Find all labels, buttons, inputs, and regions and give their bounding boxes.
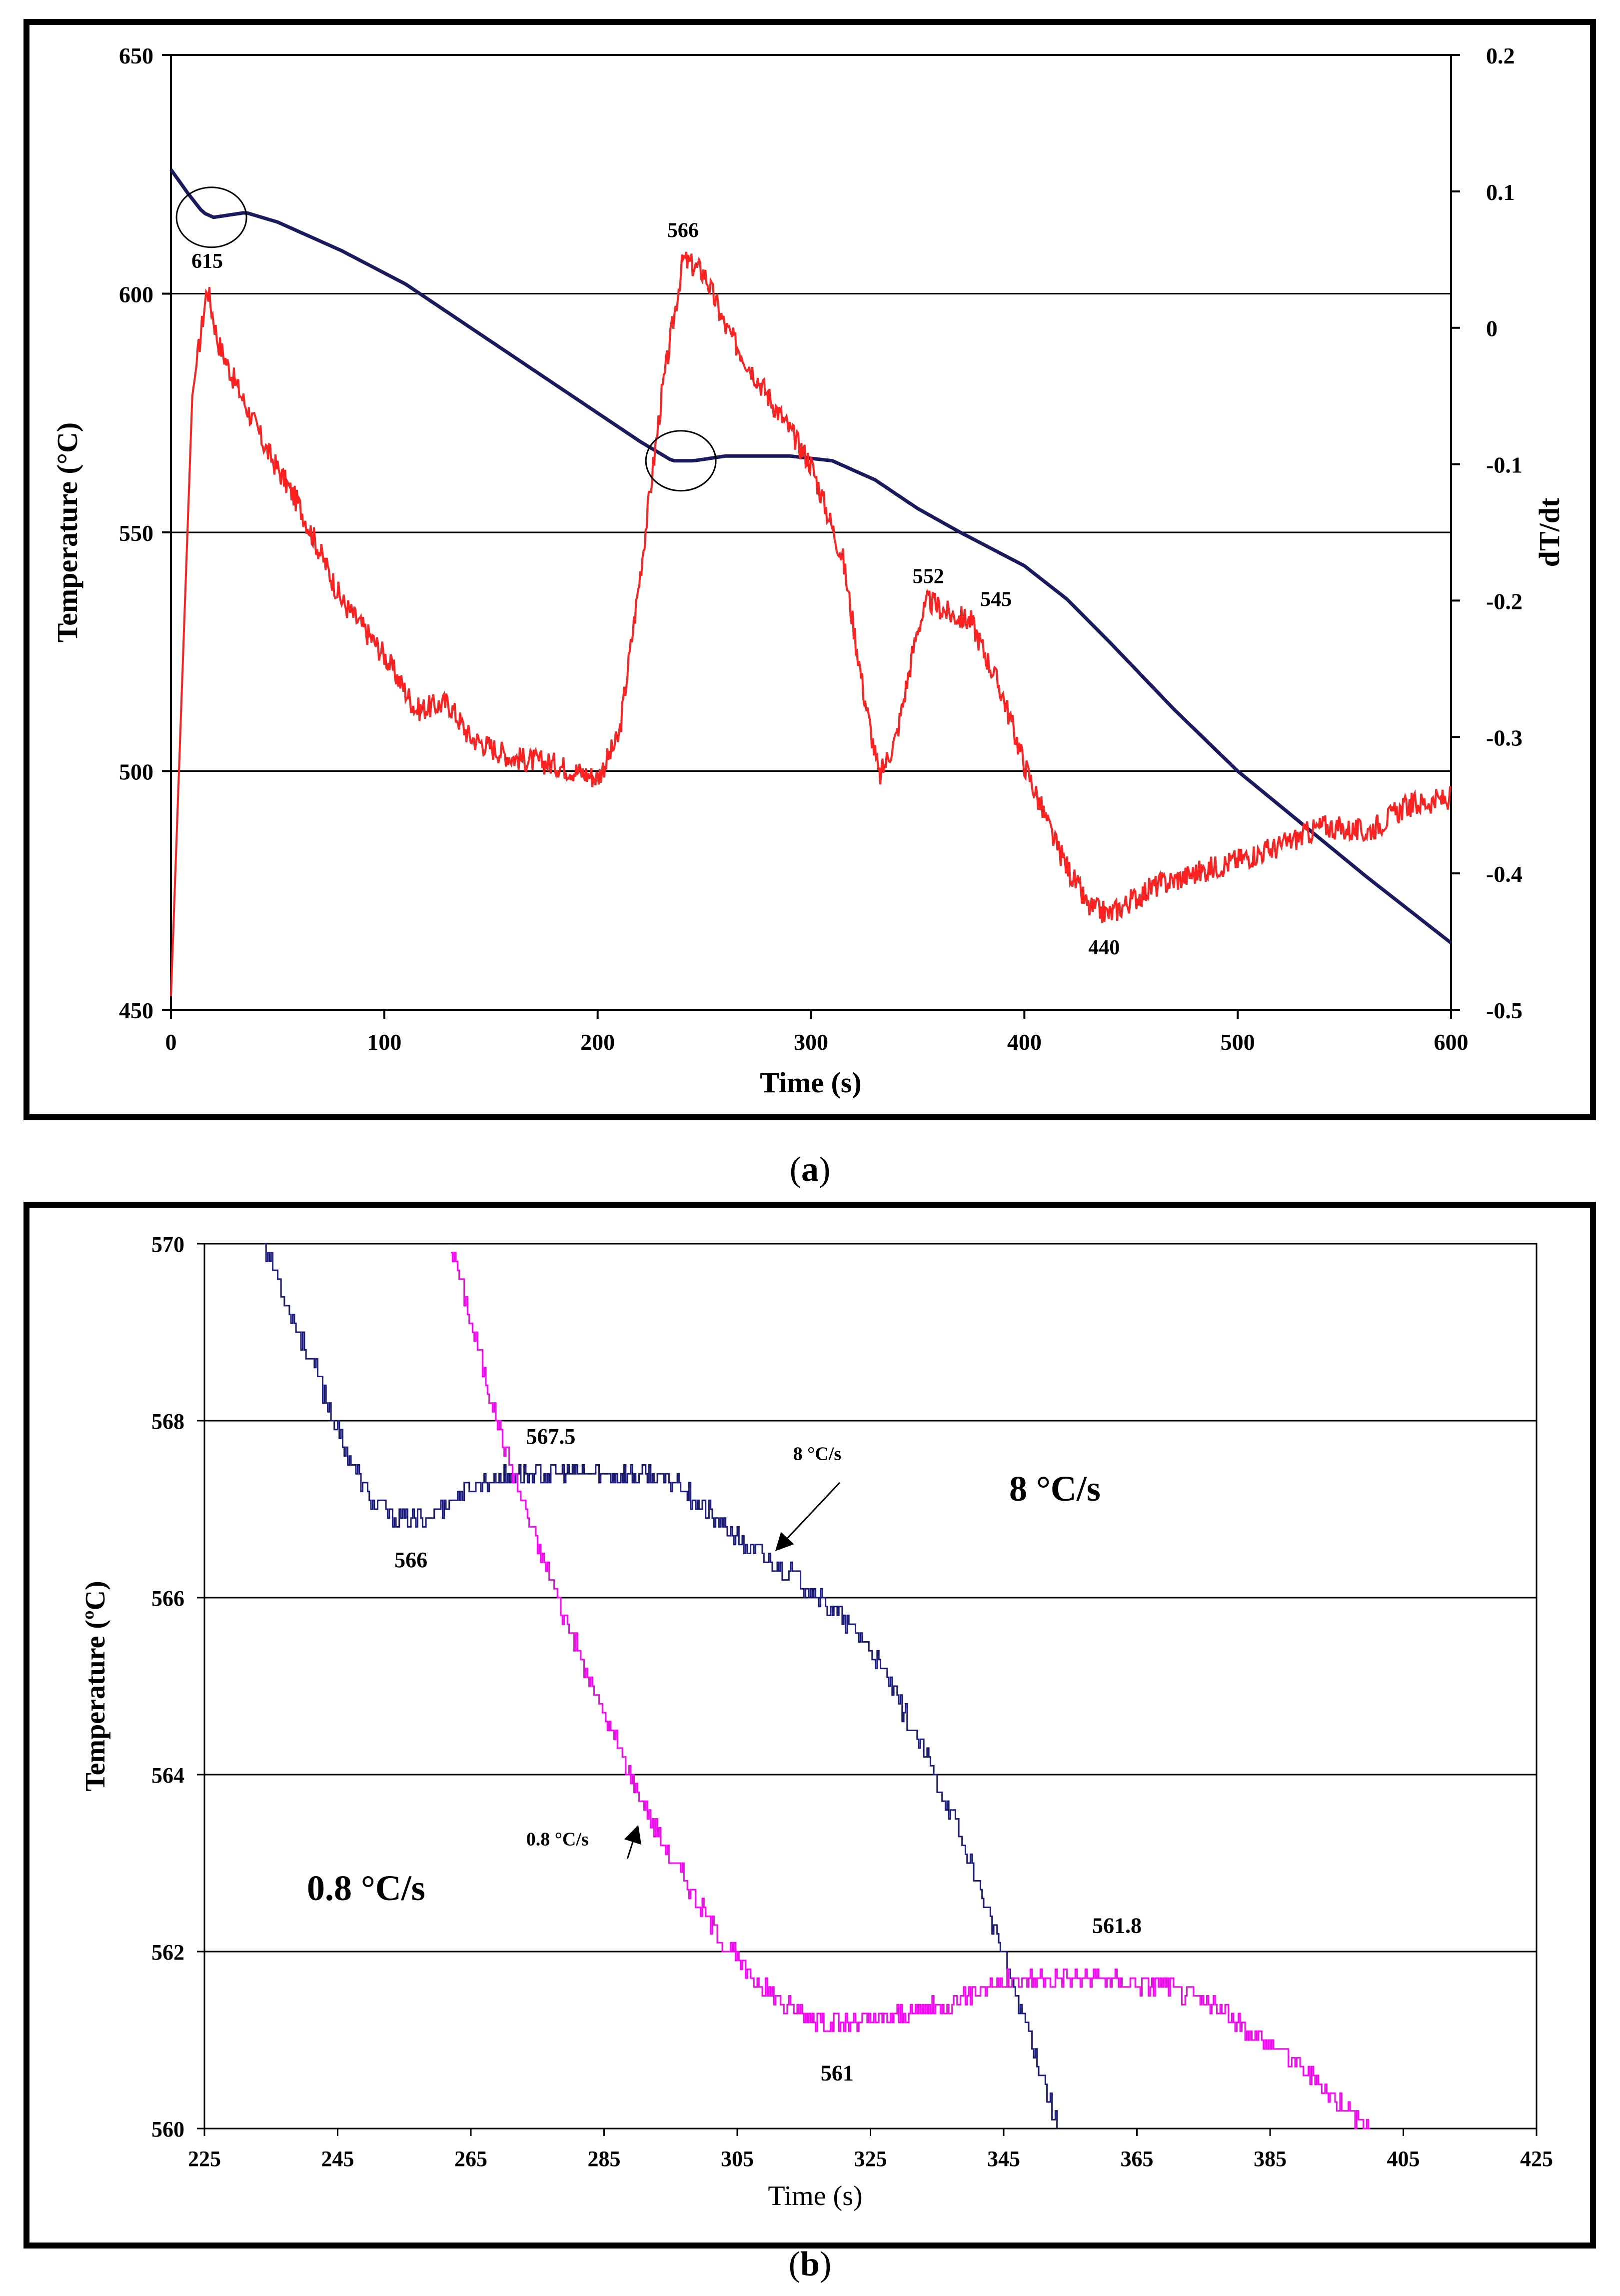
chart-b-annotation: 8 °C/s	[793, 1444, 841, 1465]
chart-b-y-tick-label: 566	[151, 1586, 184, 1611]
caption-a-letter: a	[801, 1150, 819, 1189]
chart-a-annotation: 552	[913, 565, 944, 588]
chart-a-annotation: 545	[980, 588, 1012, 611]
chart-a-y2-tick-label: 0	[1486, 316, 1498, 341]
chart-b-series-0-8-cs	[451, 1252, 1370, 2130]
chart-a-y-tick-label: 500	[119, 759, 153, 785]
caption-b-letter: b	[800, 2245, 820, 2284]
chart-b-annotation: 0.8 °C/s	[526, 1829, 589, 1850]
chart-a-y2-tick-label: 0.2	[1486, 43, 1515, 68]
chart-b-x-tick-label: 265	[454, 2147, 487, 2171]
chart-b-x-axis-label: Time (s)	[768, 2181, 862, 2212]
chart-b-big-label-0-8: 0.8 °C/s	[307, 1868, 425, 1908]
chart-b-y-tick-label: 564	[151, 1763, 184, 1788]
chart-a-annotation: 615	[191, 250, 223, 273]
chart-b-arrow-0-8-cs	[624, 1825, 642, 1859]
chart-a-x-tick-label: 200	[580, 1029, 615, 1055]
chart-a-highlight-circle	[175, 186, 247, 248]
chart-a-svg: 450 500 550 600 650 -0.5 -0.4 -0.3 -0.2 -0.1 0 0.1…	[51, 43, 1566, 1099]
chart-b-x-tick-label: 305	[721, 2147, 754, 2171]
chart-a-y-tick-label: 450	[119, 998, 153, 1023]
chart-a-annotation: 440	[1088, 936, 1120, 959]
chart-b-x-tick-label: 325	[854, 2147, 887, 2171]
chart-a-y2-tick-label: -0.2	[1486, 588, 1523, 614]
chart-b-series-8-cs	[264, 1243, 1058, 2129]
chart-a-y-tick-label: 650	[119, 43, 153, 68]
chart-a-x-tick-label: 300	[794, 1029, 828, 1055]
chart-b-x-tick-label: 365	[1121, 2147, 1154, 2171]
chart-a-y2-tick-label: -0.1	[1486, 452, 1523, 478]
chart-a-series-dTdt	[170, 251, 1452, 996]
chart-a-y-tick-label: 550	[119, 520, 153, 546]
chart-b-y-tick-label: 562	[151, 1940, 184, 1965]
chart-b-big-label-8: 8 °C/s	[1009, 1469, 1101, 1509]
chart-b-x-tick-label: 245	[321, 2147, 354, 2171]
chart-b-plot-frame	[203, 1243, 1538, 2130]
chart-b-annotation: 561.8	[1092, 1913, 1142, 1938]
chart-b-y-tick-label: 568	[151, 1409, 184, 1434]
chart-b-annotation: 561	[821, 2061, 854, 2085]
chart-a-x-axis-label: Time (s)	[760, 1066, 862, 1099]
chart-panel-a: 450 500 550 600 650 -0.5 -0.4 -0.3 -0.2 -0.1 0 0.1…	[23, 19, 1596, 1120]
chart-a-highlight-circle	[645, 430, 717, 492]
chart-a-y-axis-label: Temperature (°C)	[51, 422, 83, 642]
chart-b-x-tick-label: 425	[1520, 2147, 1553, 2171]
chart-b-annotation: 566	[394, 1548, 427, 1572]
caption-b: (b)	[788, 2245, 832, 2284]
chart-a-x-tick-label: 400	[1007, 1029, 1042, 1055]
chart-b-annotation: 567.5	[526, 1424, 575, 1449]
chart-b-x-tick-label: 345	[987, 2147, 1020, 2171]
chart-b-arrow-8-cs	[775, 1482, 840, 1552]
chart-a-y2-tick-label: -0.5	[1486, 998, 1523, 1023]
chart-b-svg: 560 562 564 566 568 570 225 245 265 285 305 325 345…	[80, 1232, 1553, 2212]
chart-b-x-tick-label: 385	[1254, 2147, 1287, 2171]
chart-a-series-temperature	[169, 168, 1453, 945]
chart-a-y2-axis-label: dT/dt	[1533, 497, 1566, 567]
chart-b-y-axis-label: Temperature (ºC)	[80, 1581, 111, 1791]
chart-a-annotation: 566	[667, 219, 699, 242]
chart-b-x-tick-label: 225	[188, 2147, 221, 2171]
chart-a-y2-tick-label: -0.3	[1486, 725, 1523, 750]
chart-a-x-tick-label: 100	[367, 1029, 401, 1055]
chart-a-y2-tick-label: -0.4	[1486, 861, 1523, 887]
chart-b-y-tick-label: 560	[151, 2117, 184, 2142]
caption-a: (a)	[789, 1150, 831, 1189]
chart-a-x-tick-label: 600	[1434, 1029, 1469, 1055]
chart-panel-b: 560 562 564 566 568 570 225 245 265 285 305 325 345…	[23, 1202, 1596, 2249]
chart-b-x-tick-label: 405	[1387, 2147, 1420, 2171]
chart-a-x-tick-label: 0	[165, 1029, 177, 1055]
chart-b-x-tick-label: 285	[588, 2147, 621, 2171]
chart-a-x-tick-label: 500	[1221, 1029, 1255, 1055]
chart-a-y2-tick-label: 0.1	[1486, 179, 1515, 205]
chart-b-y-tick-label: 570	[151, 1232, 184, 1257]
chart-a-y-tick-label: 600	[119, 282, 153, 307]
